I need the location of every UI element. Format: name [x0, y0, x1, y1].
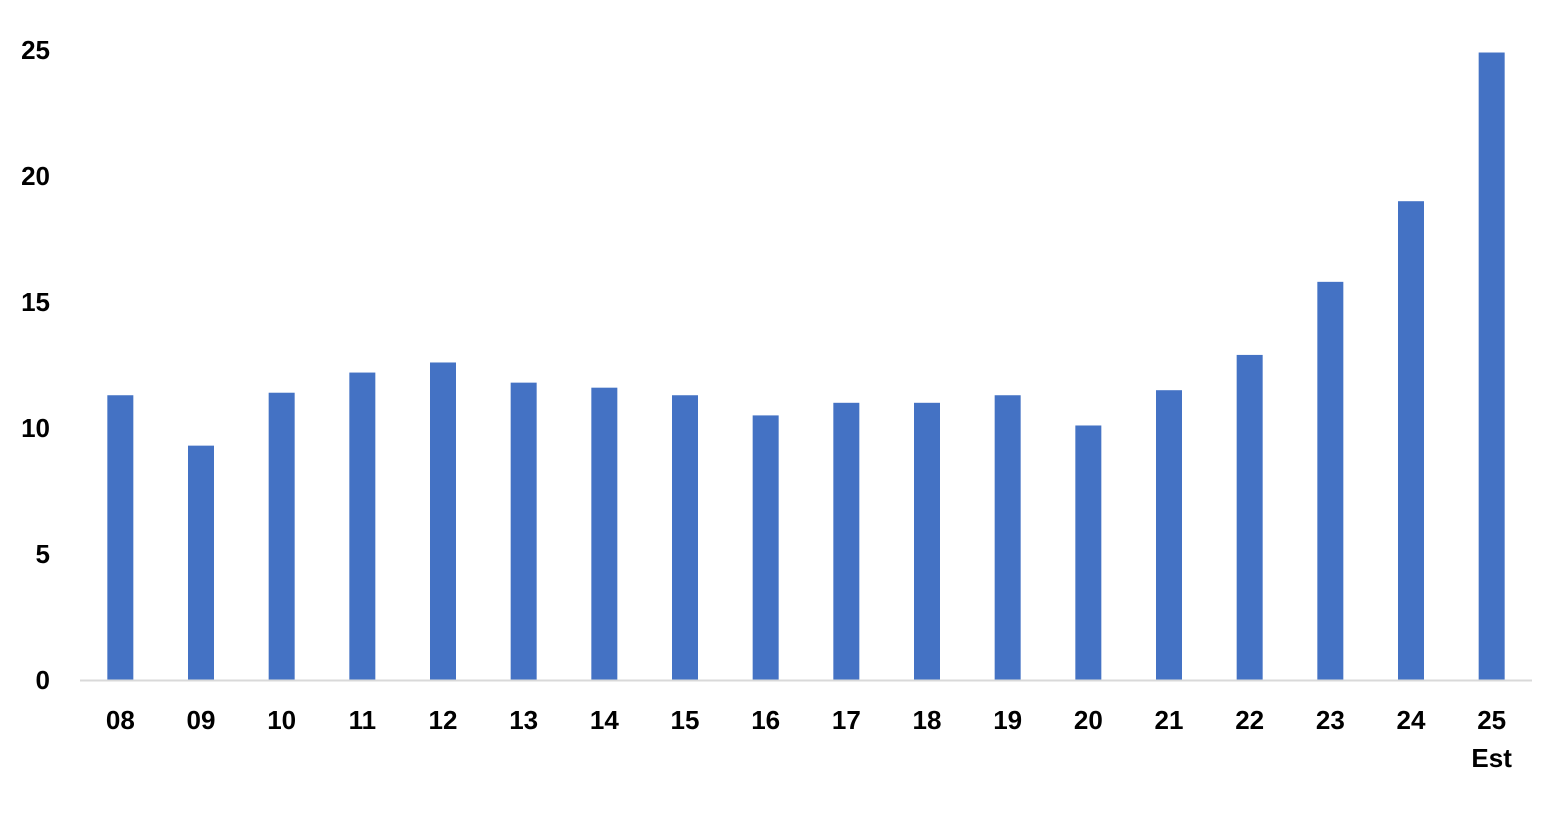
x-tick-label: 25 — [1477, 705, 1506, 735]
y-tick-label: 25 — [21, 35, 50, 65]
y-tick-label: 5 — [36, 539, 50, 569]
x-tick-label: 22 — [1235, 705, 1264, 735]
bar — [672, 395, 698, 680]
bar — [994, 395, 1021, 680]
bar — [1075, 425, 1102, 680]
bar — [1317, 281, 1344, 680]
x-tick-label: 10 — [267, 705, 296, 735]
x-tick-label: 21 — [1155, 705, 1184, 735]
x-tick-label: 18 — [913, 705, 942, 735]
x-tick-label: 13 — [509, 705, 538, 735]
x-tick-label: 14 — [590, 705, 619, 735]
bar — [1478, 52, 1505, 680]
bar — [914, 402, 940, 680]
x-tick-label: 12 — [429, 705, 458, 735]
bar — [1156, 390, 1182, 680]
x-tick-label: 23 — [1316, 705, 1345, 735]
y-tick-label: 20 — [21, 161, 50, 191]
bar — [430, 362, 456, 680]
y-tick-label: 10 — [21, 413, 50, 443]
bar — [510, 382, 537, 680]
x-tick-label: 11 — [349, 705, 377, 735]
x-tick-label: Est — [1471, 743, 1512, 773]
x-tick-label: 17 — [832, 705, 861, 735]
y-tick-label: 0 — [36, 665, 50, 695]
x-tick-label: 09 — [187, 705, 216, 735]
x-tick-label: 24 — [1397, 705, 1426, 735]
bar — [1236, 354, 1263, 680]
bar — [107, 395, 134, 680]
bar — [833, 402, 860, 680]
bar — [591, 387, 618, 680]
bar — [349, 372, 376, 680]
bar — [1398, 201, 1424, 680]
x-tick-label: 20 — [1074, 705, 1103, 735]
x-tick-label: 15 — [671, 705, 700, 735]
x-tick-label: 08 — [106, 705, 135, 735]
bar — [752, 415, 779, 680]
bar — [188, 445, 214, 680]
y-tick-label: 15 — [21, 287, 50, 317]
x-tick-label: 16 — [751, 705, 780, 735]
bar — [268, 392, 295, 680]
x-tick-label: 19 — [993, 705, 1022, 735]
